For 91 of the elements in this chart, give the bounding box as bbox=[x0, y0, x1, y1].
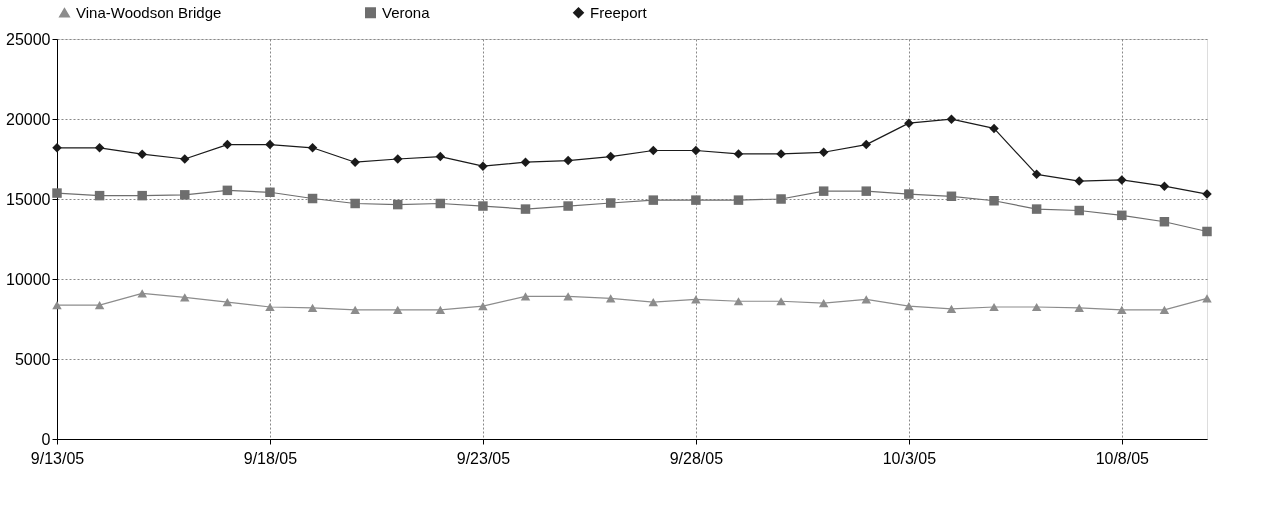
point bbox=[222, 185, 233, 196]
point bbox=[265, 139, 275, 150]
point bbox=[137, 190, 147, 201]
point bbox=[435, 305, 446, 314]
point bbox=[946, 304, 957, 314]
point bbox=[94, 190, 105, 201]
point bbox=[904, 118, 914, 128]
point bbox=[989, 196, 999, 206]
point bbox=[1159, 181, 1170, 191]
x-tick-label: 9/23/05 bbox=[456, 449, 511, 467]
point bbox=[776, 194, 786, 204]
point bbox=[946, 191, 957, 202]
point bbox=[52, 188, 62, 198]
point bbox=[520, 204, 531, 214]
y-tick-label: 5000 bbox=[14, 350, 51, 368]
point bbox=[520, 292, 531, 301]
point bbox=[94, 143, 105, 153]
point bbox=[1031, 204, 1042, 214]
y-tick-label: 25000 bbox=[6, 30, 51, 48]
point bbox=[733, 195, 744, 205]
x-tick-label: 10/8/05 bbox=[1095, 449, 1150, 467]
point bbox=[989, 123, 999, 134]
y-tick-label: 15000 bbox=[6, 190, 51, 208]
point bbox=[478, 161, 488, 171]
point bbox=[265, 302, 275, 312]
point bbox=[1074, 303, 1084, 313]
point bbox=[350, 305, 360, 314]
point bbox=[180, 190, 190, 200]
point bbox=[989, 302, 999, 312]
point bbox=[946, 114, 957, 124]
point bbox=[1031, 302, 1042, 312]
point bbox=[393, 154, 403, 164]
point bbox=[393, 199, 403, 210]
point bbox=[137, 149, 147, 159]
legend-label: Freeport bbox=[590, 3, 648, 21]
point bbox=[776, 297, 786, 306]
point bbox=[435, 198, 446, 209]
point bbox=[94, 300, 105, 310]
point bbox=[52, 300, 62, 310]
point bbox=[818, 147, 829, 158]
point bbox=[307, 303, 318, 313]
point bbox=[563, 292, 573, 301]
point bbox=[478, 301, 488, 311]
point bbox=[393, 305, 403, 314]
point bbox=[648, 195, 659, 205]
point bbox=[222, 139, 233, 150]
point bbox=[307, 143, 318, 153]
point bbox=[265, 187, 275, 198]
point bbox=[648, 145, 659, 156]
point bbox=[1159, 305, 1170, 314]
point bbox=[733, 149, 744, 159]
point bbox=[520, 157, 531, 167]
point bbox=[1074, 176, 1084, 186]
point bbox=[1117, 305, 1127, 314]
point bbox=[605, 294, 616, 303]
point bbox=[222, 298, 233, 307]
legend-label: Vina-Woodson Bridge bbox=[76, 3, 222, 21]
point bbox=[350, 198, 360, 209]
point bbox=[691, 195, 701, 205]
point bbox=[818, 299, 829, 308]
point bbox=[1159, 216, 1170, 227]
x-tick-label: 9/28/05 bbox=[669, 449, 724, 467]
point bbox=[605, 151, 616, 162]
point bbox=[904, 301, 914, 311]
y-tick-label: 20000 bbox=[6, 110, 51, 128]
point bbox=[1117, 210, 1127, 221]
point bbox=[818, 186, 829, 196]
point bbox=[904, 189, 914, 199]
y-tick-label: 10000 bbox=[6, 270, 51, 288]
x-tick-label: 9/13/05 bbox=[30, 449, 85, 467]
point bbox=[1031, 169, 1042, 180]
point bbox=[350, 157, 360, 167]
x-tick-label: 10/3/05 bbox=[882, 449, 937, 467]
point bbox=[180, 293, 190, 302]
point bbox=[563, 201, 573, 211]
point bbox=[733, 297, 744, 306]
point bbox=[648, 298, 659, 307]
point bbox=[861, 186, 871, 196]
point bbox=[435, 151, 446, 162]
point bbox=[478, 201, 488, 211]
x-tick-label: 9/18/05 bbox=[243, 449, 298, 467]
point bbox=[563, 155, 573, 166]
point bbox=[691, 145, 701, 156]
y-tick-label: 0 bbox=[41, 430, 51, 448]
point bbox=[605, 198, 616, 208]
point bbox=[1202, 226, 1212, 237]
point bbox=[861, 139, 871, 150]
legend-label: Verona bbox=[382, 3, 431, 21]
point bbox=[307, 193, 318, 204]
point bbox=[1074, 205, 1084, 216]
point bbox=[137, 289, 147, 298]
